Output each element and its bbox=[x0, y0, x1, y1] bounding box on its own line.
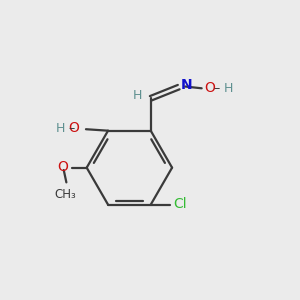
Text: H: H bbox=[133, 89, 142, 102]
Text: O: O bbox=[205, 81, 215, 95]
Text: –: – bbox=[214, 82, 220, 95]
Text: H: H bbox=[56, 122, 65, 134]
Text: O: O bbox=[57, 160, 68, 174]
Text: O: O bbox=[69, 121, 80, 135]
Text: –: – bbox=[68, 122, 74, 134]
Text: H: H bbox=[224, 82, 233, 95]
Text: CH₃: CH₃ bbox=[54, 188, 76, 201]
Text: Cl: Cl bbox=[173, 197, 187, 211]
Text: N: N bbox=[181, 78, 193, 92]
